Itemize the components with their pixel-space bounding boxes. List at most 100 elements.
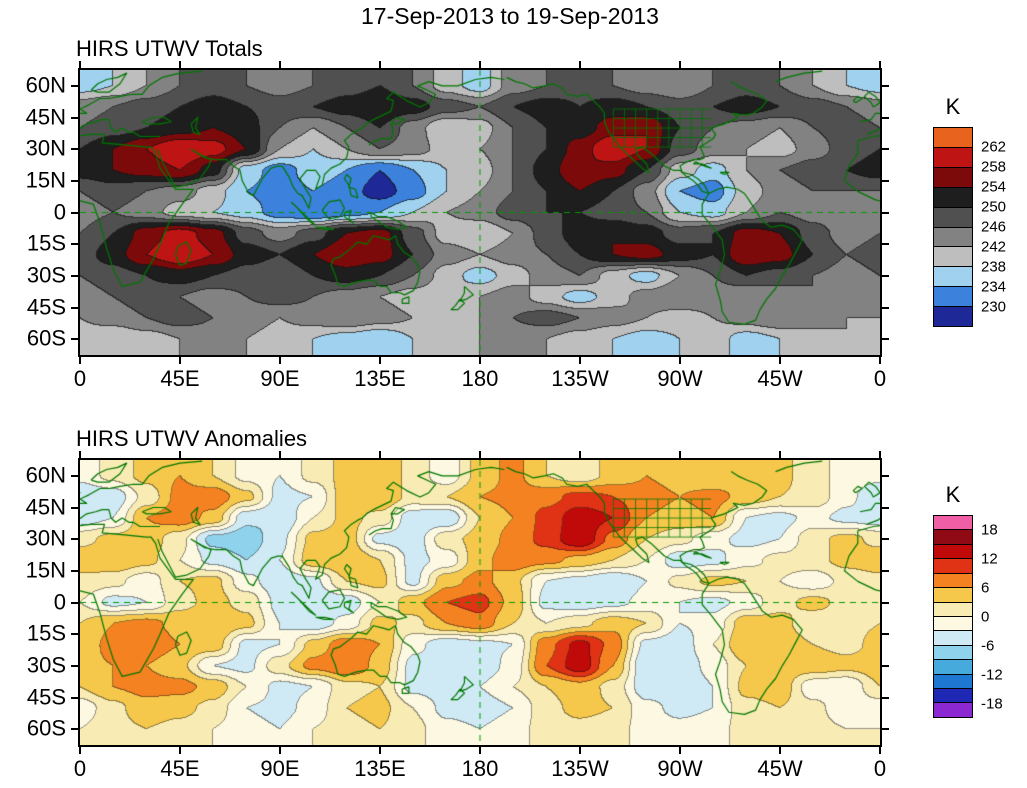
colorbar-tick-label: -12 [981,666,1003,683]
colorbar-tick-label: 230 [981,298,1007,316]
anomalies-plot-area: 60N 45N 30N 15N 0 15S 30S 45S 60S 0 45E 90E 135E 180 1… [26,451,889,781]
lat-tick-label: 60N [25,462,66,488]
lon-tick-label: 0 [73,366,87,391]
lon-tick-label: 180 [461,366,499,391]
lat-tick [71,148,80,151]
lat-tick [71,179,80,182]
colorbar-cell [934,286,972,307]
colorbar-tick-label: 234 [981,278,1007,296]
colorbar-cell [934,128,972,147]
lat-tick-label: 15S [26,230,66,256]
lon-tick-label: 135E [354,756,406,781]
lon-tick-top [879,451,881,460]
colorbar-cell [934,516,972,530]
colorbar-cell [934,543,972,559]
lon-tick [779,745,781,754]
lat-tick-right [880,116,889,119]
lon-tick-top [179,451,181,460]
lon-tick-top [279,451,281,460]
lat-tick-label: 0 [53,588,66,614]
totals-colorbar-unit: K [945,94,961,119]
colorbar-cell [934,587,972,602]
lat-tick [71,274,80,277]
lat-tick-label: 30N [25,135,66,161]
lon-tick-top [279,61,281,70]
lat-tick-right [880,633,889,636]
lon-tick [679,745,681,754]
lat-tick-label: 45N [25,103,66,129]
lat-tick-right [880,338,889,341]
colorbar-tick-label: -6 [981,637,995,654]
lon-tick-label: 90W [657,756,703,781]
lon-tick [279,355,281,364]
lat-tick [71,664,80,667]
lat-tick-label: 45N [25,493,66,519]
lon-tick-label: 0 [73,756,87,781]
colorbar-tick-label: 258 [981,158,1007,176]
lon-tick-top [379,61,381,70]
lon-tick [479,745,481,754]
colorbar-tick-label: 246 [981,218,1007,236]
lat-tick [71,338,80,341]
lon-tick-top [679,61,681,70]
lat-tick-label: 15N [25,557,66,583]
lon-tick-top [779,451,781,460]
lat-tick [71,696,80,699]
lat-tick-label: 60S [26,715,66,741]
totals-panel-title: HIRS UTWV Totals [76,36,263,61]
lat-tick [71,506,80,509]
totals-colorbar-cells [933,127,973,327]
lon-tick [479,355,481,364]
lat-tick-right [880,664,889,667]
lat-tick-right [880,728,889,731]
colorbar-tick-label: 18 [981,521,998,538]
lat-tick-right [880,696,889,699]
colorbar-cell [934,266,972,287]
anomalies-colorbar: K 18 12 6 0 -6 -12 -18 [933,482,1027,718]
colorbar-cell [934,186,972,207]
lat-tick-label: 30S [26,652,66,678]
lat-tick-label: 15N [25,167,66,193]
lon-tick [879,745,881,754]
colorbar-cell [934,206,972,227]
colorbar-tick-label: -18 [981,695,1003,712]
lat-tick [71,538,80,541]
colorbar-tick-label: 12 [981,550,998,567]
lon-tick [579,355,581,364]
lat-tick-right [880,306,889,309]
lon-tick [379,355,381,364]
colorbar-cell [934,572,972,588]
colorbar-cell [934,246,972,267]
lon-tick-label: 90W [657,366,703,391]
lon-tick-label: 135W [551,756,609,781]
colorbar-cell [934,688,972,703]
totals-plot-area: 60N 45N 30N 15N 0 15S 30S 45S 60S 0 45E 90E 135E 180 1… [26,61,889,391]
lat-tick [71,569,80,572]
lon-tick-top [479,61,481,70]
lon-tick-label: 135E [354,366,406,391]
lat-tick-label: 30S [26,262,66,288]
colorbar-tick-label: 6 [981,579,990,596]
lon-tick-top [479,451,481,460]
colorbar-cell [934,644,972,660]
lat-tick [71,116,80,119]
lon-tick [79,355,81,364]
lon-tick-label: 0 [873,366,887,391]
lat-tick-label: 45S [26,293,66,319]
colorbar-cell [934,702,972,717]
lat-tick-right [880,274,889,277]
colorbar-cell [934,673,972,689]
anomalies-map-canvas [80,460,880,745]
colorbar-cell [934,146,972,167]
lat-tick-right [880,148,889,151]
lon-tick-label: 90E [260,756,300,781]
lon-tick [579,745,581,754]
lat-tick-right [880,569,889,572]
colorbar-cell [934,226,972,247]
lat-tick-right [880,211,889,214]
lat-tick [71,633,80,636]
colorbar-tick-label: 238 [981,258,1007,276]
lon-tick-label: 0 [873,756,887,781]
lon-tick-top [379,451,381,460]
lon-tick-top [79,61,81,70]
